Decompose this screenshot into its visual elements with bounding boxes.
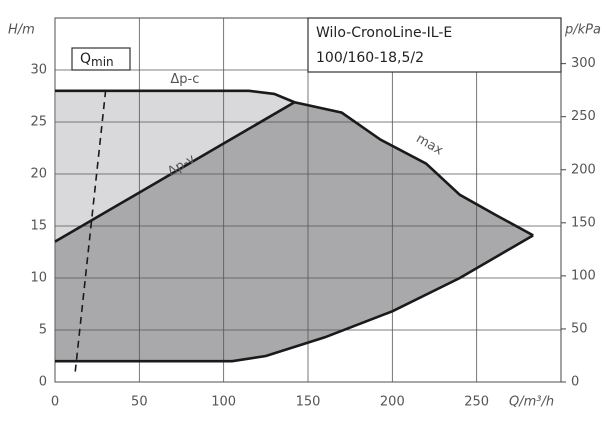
- y-tick-label: 0: [39, 375, 47, 390]
- curve: [55, 89, 296, 104]
- y-tick-label: 5: [39, 323, 47, 338]
- x-axis-label: Q/m³/h: [509, 395, 554, 410]
- y2-tick-label: 200: [571, 162, 596, 177]
- region: [55, 102, 534, 362]
- y-tick-label: 25: [30, 115, 47, 130]
- y-tick-label: 30: [30, 63, 47, 78]
- y2-tick-label: 300: [571, 56, 596, 71]
- y2-tick-label: 50: [571, 321, 588, 336]
- curve: [55, 234, 534, 363]
- curve: [294, 100, 534, 237]
- curve-label: Δp-c: [170, 72, 199, 87]
- x-tick-label: 250: [464, 395, 489, 410]
- y-tick-label: 15: [30, 219, 47, 234]
- y-axis-label: H/m: [8, 23, 35, 38]
- title-box: [307, 17, 562, 73]
- y2-axis-label: p/kPa: [564, 23, 601, 38]
- title-line: 100/160-18,5/2: [316, 50, 424, 66]
- y2-tick-label: 150: [571, 215, 596, 230]
- y2-tick-label: 250: [571, 109, 596, 124]
- x-tick-label: 100: [211, 395, 236, 410]
- region: [55, 90, 295, 242]
- x-tick-label: 50: [131, 395, 148, 410]
- y-tick-label: 10: [30, 271, 47, 286]
- qmin-label: Qmin: [80, 51, 114, 69]
- y-tick-label: 20: [30, 167, 47, 182]
- qmin-box: [71, 47, 131, 71]
- title-line: Wilo-CronoLine-IL-E: [316, 25, 452, 41]
- x-tick-label: 200: [380, 395, 405, 410]
- x-tick-label: 0: [51, 395, 59, 410]
- y2-tick-label: 0: [571, 375, 579, 390]
- qmin-main: Q: [80, 51, 91, 67]
- curve: [54, 101, 296, 243]
- y2-tick-label: 100: [571, 268, 596, 283]
- x-tick-label: 150: [296, 395, 321, 410]
- qmin-sub: min: [91, 55, 114, 69]
